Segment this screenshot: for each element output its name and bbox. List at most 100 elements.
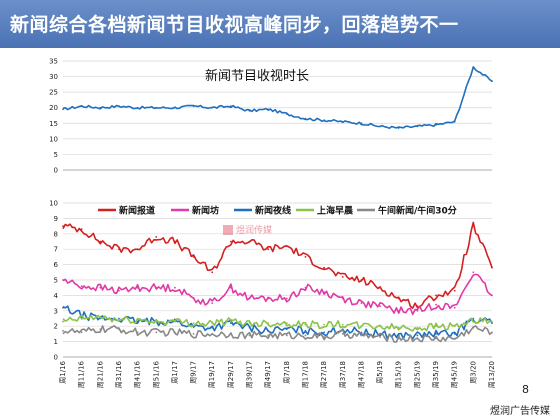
- top-data-point: [285, 113, 288, 115]
- bottom-data-point: [435, 303, 437, 306]
- bottom-data-point: [62, 306, 64, 309]
- bottom-data-point: [267, 329, 270, 332]
- bottom-data-point: [491, 266, 493, 269]
- bottom-data-point: [472, 271, 475, 274]
- bottom-series-line: [62, 324, 493, 343]
- top-data-point: [80, 105, 83, 108]
- x-tick-label: 周1/16: [59, 360, 67, 383]
- bottom-data-point: [174, 331, 176, 334]
- top-data-point: [229, 105, 232, 108]
- bottom-data-point: [229, 333, 232, 335]
- bottom-data-point: [155, 235, 158, 238]
- bottom-data-point: [267, 297, 270, 300]
- footer-brand: 煜润广告传媒: [490, 406, 550, 417]
- x-tick-label: 周13/20: [488, 361, 496, 388]
- bottom-data-point: [323, 291, 326, 294]
- bottom-data-point: [397, 326, 400, 329]
- bottom-ytick-label: 2: [54, 323, 58, 331]
- watermark-text: 煜润传媒: [236, 224, 272, 236]
- bottom-ytick-label: 5: [54, 277, 58, 285]
- x-tick-label: 周49/17: [264, 361, 272, 388]
- bottom-data-point: [416, 334, 419, 337]
- bottom-data-point: [416, 326, 419, 329]
- bottom-data-point: [397, 309, 400, 312]
- bottom-data-point: [192, 322, 195, 325]
- bottom-data-point: [304, 256, 307, 258]
- top-data-point: [248, 109, 251, 112]
- bottom-data-point: [323, 266, 326, 269]
- bottom-data-point: [211, 271, 214, 274]
- top-data-point: [323, 119, 326, 122]
- top-data-point: [192, 105, 195, 108]
- watermark-logo: [223, 225, 233, 235]
- bottom-data-point: [118, 319, 120, 321]
- bottom-data-point: [80, 317, 83, 320]
- top-data-point: [379, 125, 381, 128]
- legend-label: 上海早晨: [317, 205, 354, 217]
- top-data-point: [397, 127, 400, 129]
- bottom-data-point: [435, 333, 437, 335]
- bottom-data-point: [379, 286, 381, 289]
- bottom-data-point: [267, 334, 270, 337]
- bottom-data-point: [397, 337, 400, 340]
- bottom-data-point: [229, 322, 232, 325]
- x-tick-label: 周27/18: [320, 361, 328, 388]
- top-ytick-label: 15: [49, 120, 58, 128]
- top-data-point: [267, 108, 270, 111]
- bottom-data-point: [99, 286, 102, 289]
- bottom-data-point: [174, 286, 176, 289]
- bottom-data-point: [192, 297, 195, 300]
- bottom-data-point: [192, 256, 195, 258]
- bottom-data-point: [192, 333, 195, 335]
- top-data-point: [435, 123, 437, 126]
- bottom-data-point: [229, 320, 232, 323]
- x-tick-label: 周31/16: [115, 360, 123, 388]
- bottom-data-point: [360, 334, 363, 337]
- x-tick-label: 周47/18: [357, 361, 365, 388]
- bottom-data-point: [453, 289, 456, 292]
- bottom-data-point: [379, 336, 381, 338]
- bottom-data-point: [174, 240, 176, 243]
- x-tick-label: 周1/17: [171, 361, 179, 384]
- bottom-data-point: [248, 326, 251, 329]
- x-tick-label: 周29/17: [227, 361, 235, 388]
- bottom-series-line: [62, 305, 493, 340]
- x-tick-label: 周17/18: [301, 361, 309, 388]
- bottom-data-point: [118, 248, 120, 251]
- bottom-data-point: [491, 322, 493, 325]
- bottom-data-point: [341, 323, 344, 326]
- bottom-data-point: [416, 305, 419, 308]
- bottom-ytick-label: 4: [54, 292, 59, 300]
- bottom-data-point: [285, 328, 288, 331]
- top-data-point: [416, 125, 419, 128]
- top-data-point: [360, 122, 363, 125]
- bottom-ytick-label: 3: [54, 307, 58, 315]
- legend-label: 新闻坊: [192, 205, 219, 217]
- bottom-data-point: [360, 302, 363, 304]
- bottom-data-point: [248, 297, 251, 300]
- bottom-data-point: [323, 331, 326, 334]
- bottom-data-point: [304, 329, 307, 332]
- bottom-series-line: [62, 273, 493, 316]
- bottom-data-point: [416, 309, 419, 312]
- bottom-data-point: [304, 323, 307, 326]
- x-tick-label: 周15/19: [395, 361, 403, 388]
- x-tick-label: 周51/16: [152, 360, 160, 388]
- bottom-data-point: [62, 329, 64, 332]
- bottom-data-point: [229, 240, 232, 243]
- top-data-point: [62, 108, 64, 111]
- bottom-data-point: [136, 286, 139, 289]
- bottom-data-point: [99, 316, 102, 318]
- bottom-data-point: [118, 317, 120, 320]
- x-tick-label: 周3/20: [469, 361, 477, 384]
- bottom-data-point: [491, 331, 493, 334]
- bottom-ytick-label: 8: [54, 230, 58, 238]
- top-chart-title: 新闻节目收视时长: [205, 68, 309, 84]
- bottom-data-point: [416, 337, 419, 340]
- bottom-data-point: [248, 334, 251, 337]
- bottom-data-point: [472, 317, 475, 320]
- x-tick-label: 周39/17: [246, 361, 254, 388]
- bottom-data-point: [341, 276, 344, 278]
- bottom-data-point: [155, 320, 158, 323]
